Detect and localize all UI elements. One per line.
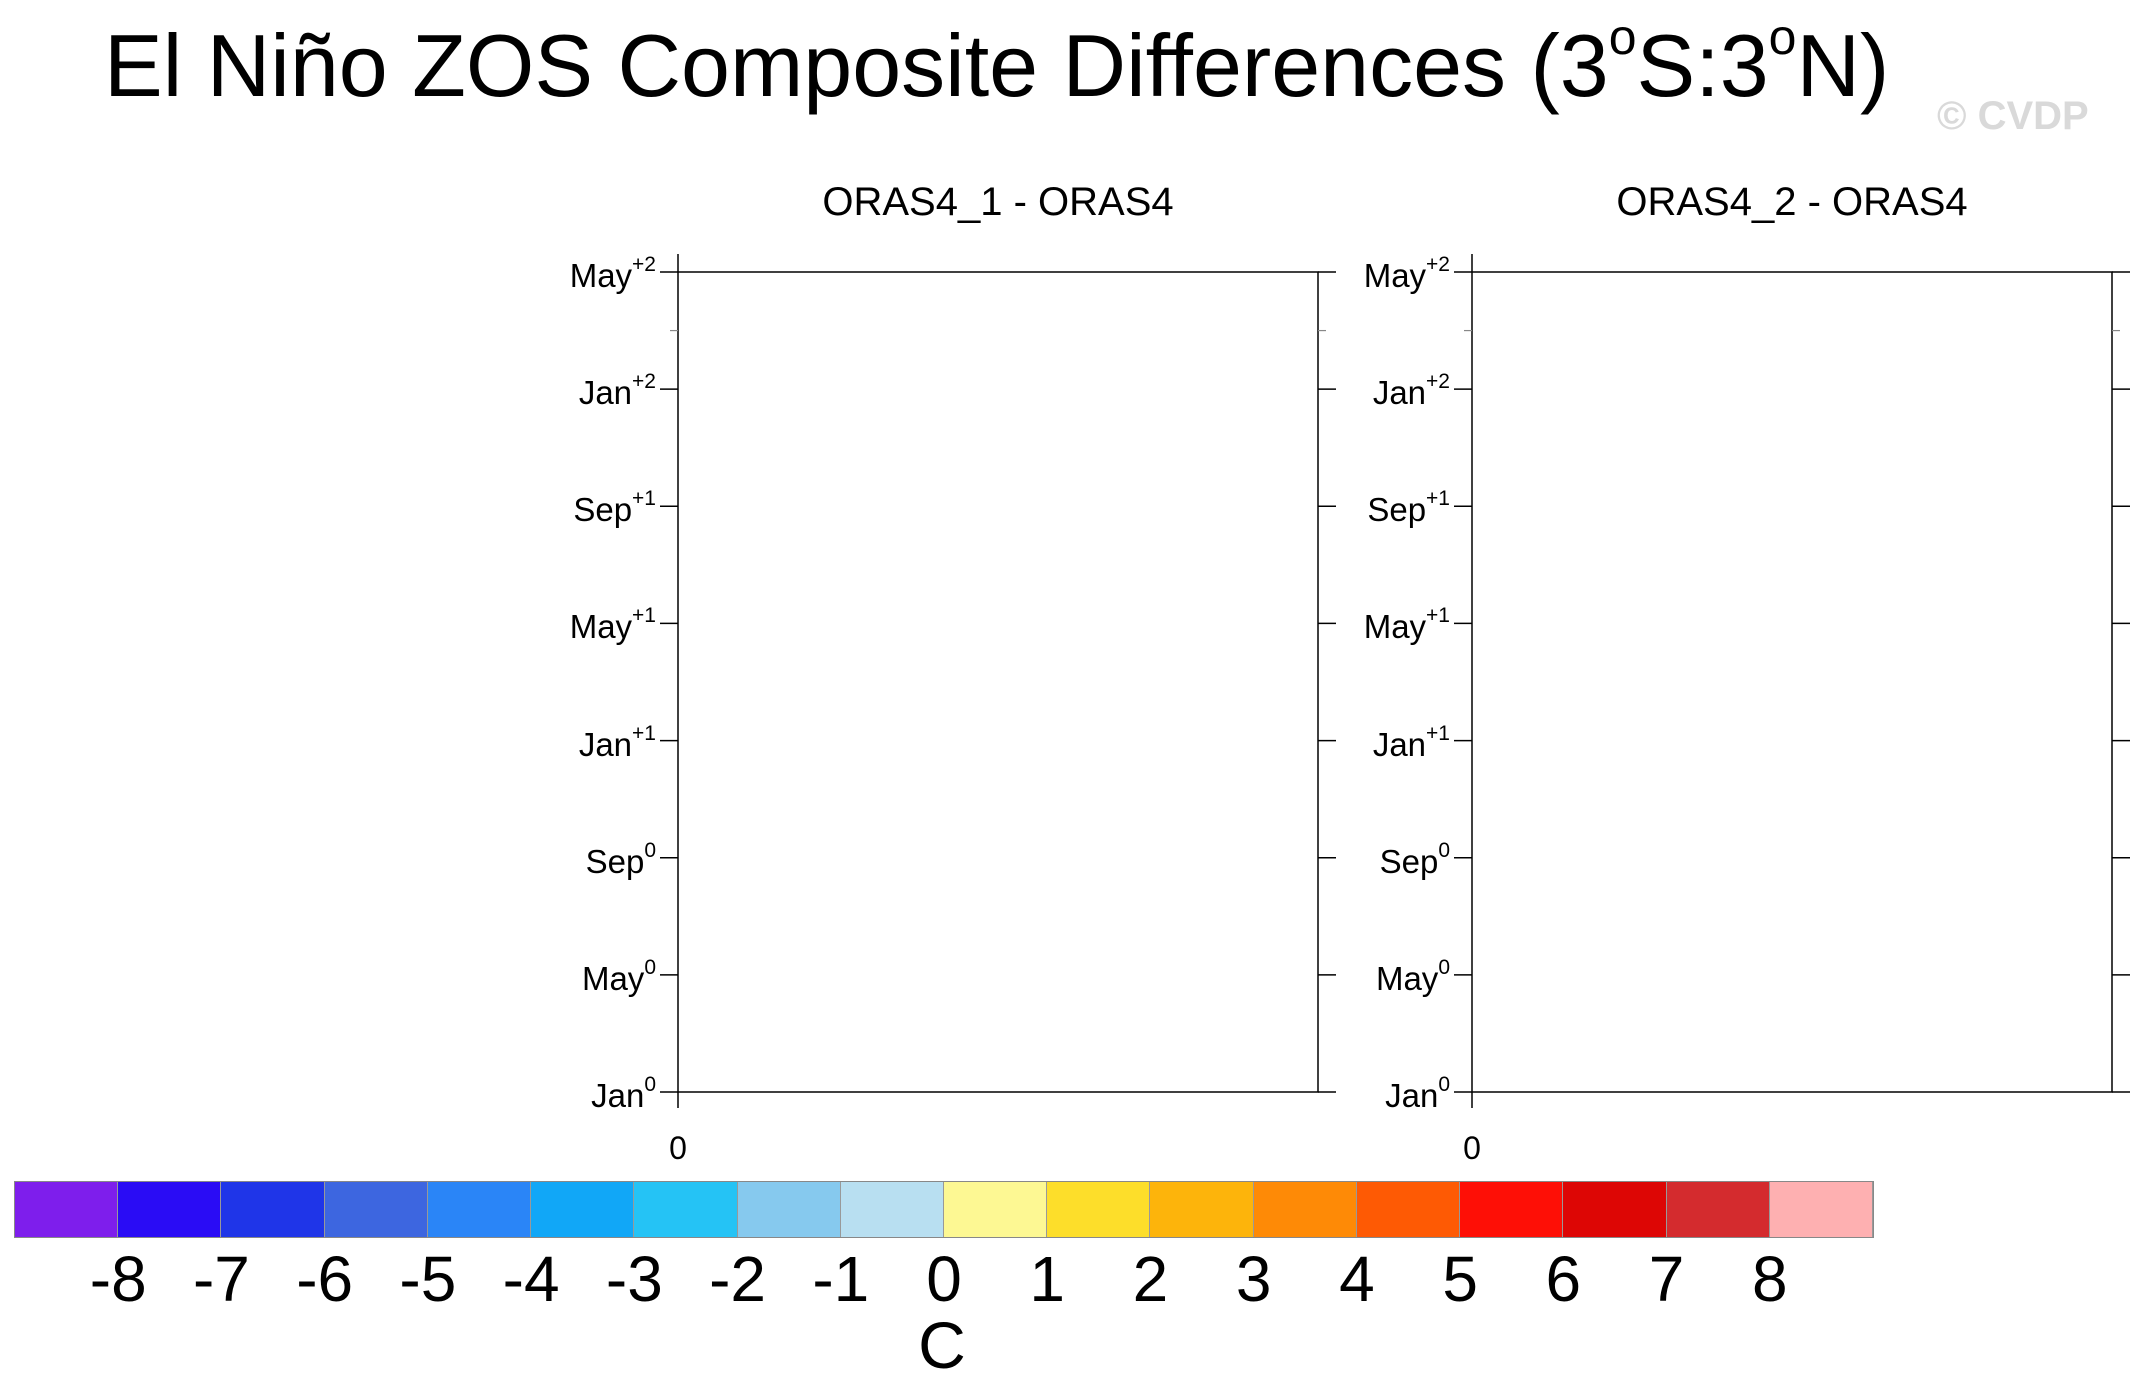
panel-frame: [677, 271, 1319, 1093]
colorbar-tick-label: -3: [605, 1243, 663, 1315]
colorbar-box: [531, 1182, 635, 1237]
y-tick-label: May+2: [569, 253, 656, 294]
page-title: El Niño ZOS Composite Differences (3oS:3…: [104, 8, 1890, 115]
y-tick-label: Jan0: [591, 1073, 656, 1114]
y-tick-label: Sep0: [1379, 838, 1450, 880]
colorbar-box: [1460, 1182, 1564, 1237]
panel-title: ORAS4_2 - ORAS4: [1616, 180, 1968, 224]
colorbar-box: [1047, 1182, 1151, 1237]
colorbar-tick-label: 5: [1442, 1243, 1478, 1315]
chart-area: [660, 254, 2130, 1108]
y-tick-label: Sep+1: [1367, 487, 1450, 529]
colorbar-box: [1150, 1182, 1254, 1237]
colorbar-box: [943, 1182, 1048, 1237]
y-tick-label: Jan+2: [578, 370, 656, 412]
colorbar-box: [221, 1182, 325, 1237]
y-tick-label: May+1: [1363, 604, 1450, 646]
colorbar-tick-label: 2: [1132, 1243, 1169, 1315]
colorbar-tick-label: 0: [926, 1243, 962, 1315]
colorbar-tick-label: -1: [812, 1243, 870, 1315]
watermark: © CVDP: [1937, 94, 2089, 138]
colorbar-tick-label: 3: [1235, 1243, 1272, 1315]
y-tick-label: May+1: [569, 604, 656, 646]
colorbar-box: [1563, 1182, 1667, 1237]
colorbar-box: [427, 1182, 532, 1237]
colorbar-box: [737, 1182, 841, 1237]
y-tick-label: Jan0: [1385, 1073, 1450, 1114]
y-tick-label: May0: [581, 955, 656, 997]
colorbar-box: [840, 1182, 944, 1237]
y-tick-label: May0: [1375, 955, 1450, 997]
y-tick-label: Jan+2: [1372, 370, 1450, 412]
colorbar-box: [15, 1182, 119, 1237]
colorbar-tick-label: 8: [1751, 1243, 1788, 1315]
y-tick-label: May+2: [1363, 253, 1450, 294]
colorbar-tick-label: 7: [1648, 1243, 1685, 1315]
colorbar-tick-label: 6: [1545, 1243, 1582, 1315]
colorbar-box: [634, 1182, 738, 1237]
colorbar-tick-label: 4: [1339, 1243, 1375, 1315]
colorbar-box: [1666, 1182, 1770, 1237]
colorbar-tick-label: -5: [399, 1243, 457, 1315]
colorbar-box: [1769, 1182, 1873, 1237]
colorbar-box: [324, 1182, 428, 1237]
panel-title: ORAS4_1 - ORAS4: [822, 180, 1174, 224]
y-tick-label: Jan+1: [578, 721, 656, 763]
x-tick-label: 0: [1463, 1130, 1481, 1166]
colorbar-units-label: C: [918, 1308, 966, 1382]
y-tick-label: Sep0: [585, 838, 656, 880]
colorbar-tick-label: 1: [1029, 1243, 1066, 1315]
colorbar-box: [1356, 1182, 1461, 1237]
x-tick-label: 0: [669, 1130, 687, 1166]
colorbar-tick-label: -7: [192, 1243, 250, 1315]
colorbar-box: [118, 1182, 222, 1237]
colorbar: [14, 1181, 1874, 1238]
colorbar-tick-label: -2: [709, 1243, 766, 1315]
colorbar-box: [1253, 1182, 1357, 1237]
colorbar-tick-label: -8: [89, 1243, 147, 1315]
y-tick-label: Jan+1: [1372, 721, 1450, 763]
panel-frame: [1471, 271, 2113, 1093]
y-tick-label: Sep+1: [573, 487, 656, 529]
colorbar-tick-label: -6: [296, 1243, 354, 1315]
colorbar-tick-label: -4: [502, 1243, 560, 1315]
